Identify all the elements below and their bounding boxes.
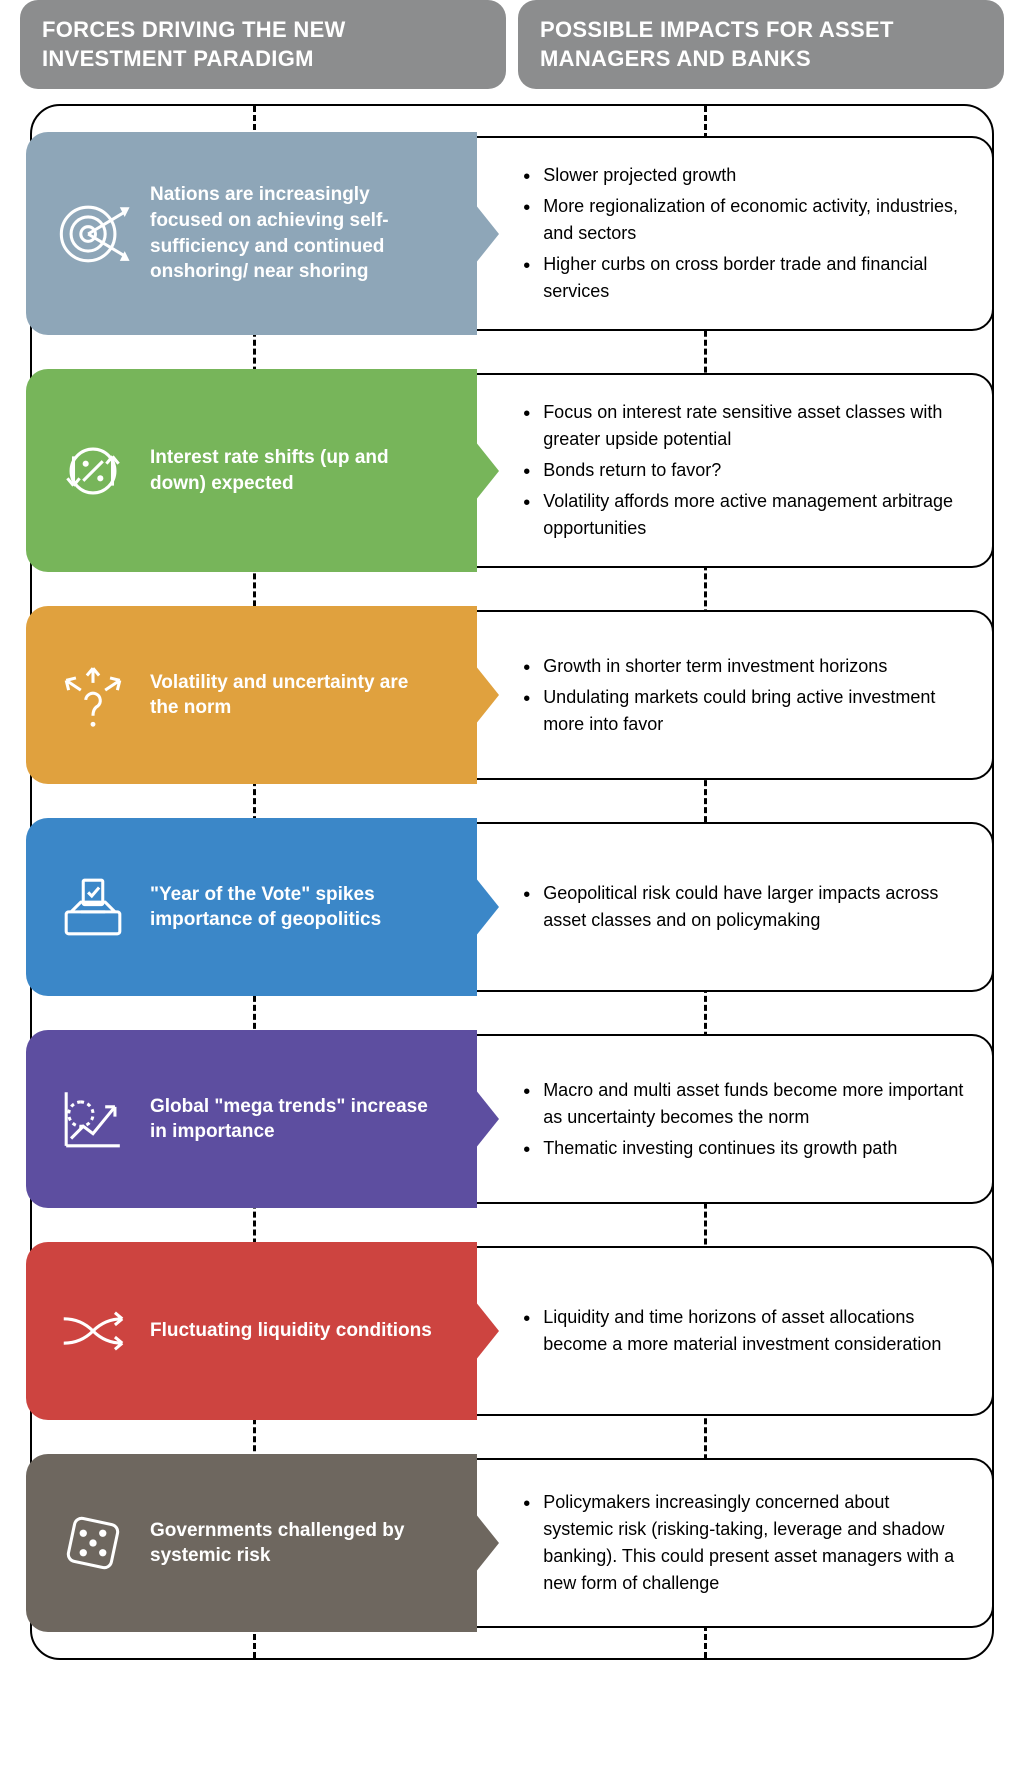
force-panel: "Year of the Vote" spikes importance of …	[26, 818, 477, 996]
impacts-list: Liquidity and time horizons of asset all…	[523, 1300, 964, 1362]
header-row: FORCES DRIVING THE NEW INVESTMENT PARADI…	[20, 0, 1004, 89]
impact-item: Volatility affords more active managemen…	[523, 488, 964, 542]
impact-item: Undulating markets could bring active in…	[523, 684, 964, 738]
force-panel: Global "mega trends" increase in importa…	[26, 1030, 477, 1208]
force-impact-row: Governments challenged by systemic risk P…	[30, 1458, 994, 1628]
impact-item: Slower projected growth	[523, 162, 964, 189]
outer-frame: Nations are increasingly focused on achi…	[30, 104, 994, 1660]
force-panel: Nations are increasingly focused on achi…	[26, 132, 477, 335]
dice-icon	[48, 1498, 138, 1588]
impacts-list: Geopolitical risk could have larger impa…	[523, 876, 964, 938]
impacts-panel: Geopolitical risk could have larger impa…	[477, 824, 992, 990]
header-right: POSSIBLE IMPACTS FOR ASSET MANAGERS AND …	[518, 0, 1004, 89]
impacts-panel: Focus on interest rate sensitive asset c…	[477, 375, 992, 566]
force-text: Nations are increasingly focused on achi…	[150, 182, 441, 285]
impact-item: Macro and multi asset funds become more …	[523, 1077, 964, 1131]
force-text: Interest rate shifts (up and down) expec…	[150, 445, 441, 496]
force-text: Volatility and uncertainty are the norm	[150, 670, 441, 721]
percent-icon	[48, 426, 138, 516]
question-arrows-icon	[48, 650, 138, 740]
force-panel: Fluctuating liquidity conditions	[26, 1242, 477, 1420]
force-text: Global "mega trends" increase in importa…	[150, 1094, 441, 1145]
impacts-list: Slower projected growth More regionalizat…	[523, 158, 964, 309]
force-text: "Year of the Vote" spikes importance of …	[150, 882, 441, 933]
impacts-list: Growth in shorter term investment horizo…	[523, 649, 964, 742]
target-icon	[48, 189, 138, 279]
impacts-panel: Policymakers increasingly concerned abou…	[477, 1460, 992, 1626]
impact-item: Geopolitical risk could have larger impa…	[523, 880, 964, 934]
ballot-icon	[48, 862, 138, 952]
infographic-container: FORCES DRIVING THE NEW INVESTMENT PARADI…	[0, 0, 1024, 1690]
force-impact-row: Nations are increasingly focused on achi…	[30, 136, 994, 331]
force-impact-row: Fluctuating liquidity conditions Liquidit…	[30, 1246, 994, 1416]
force-text: Governments challenged by systemic risk	[150, 1518, 441, 1569]
force-panel: Volatility and uncertainty are the norm	[26, 606, 477, 784]
impact-item: Focus on interest rate sensitive asset c…	[523, 399, 964, 453]
force-panel: Governments challenged by systemic risk	[26, 1454, 477, 1632]
impacts-list: Focus on interest rate sensitive asset c…	[523, 395, 964, 546]
flow-icon	[48, 1286, 138, 1376]
impact-item: Bonds return to favor?	[523, 457, 964, 484]
impact-item: Thematic investing continues its growth …	[523, 1135, 964, 1162]
force-impact-row: Volatility and uncertainty are the norm G…	[30, 610, 994, 780]
impact-item: Growth in shorter term investment horizo…	[523, 653, 964, 680]
force-panel: Interest rate shifts (up and down) expec…	[26, 369, 477, 572]
force-impact-row: Interest rate shifts (up and down) expec…	[30, 373, 994, 568]
impact-item: Liquidity and time horizons of asset all…	[523, 1304, 964, 1358]
impact-item: Higher curbs on cross border trade and f…	[523, 251, 964, 305]
trend-icon	[48, 1074, 138, 1164]
impacts-list: Macro and multi asset funds become more …	[523, 1073, 964, 1166]
impacts-panel: Liquidity and time horizons of asset all…	[477, 1248, 992, 1414]
impacts-panel: Macro and multi asset funds become more …	[477, 1036, 992, 1202]
impacts-list: Policymakers increasingly concerned abou…	[523, 1485, 964, 1601]
force-text: Fluctuating liquidity conditions	[150, 1318, 432, 1344]
impact-item: More regionalization of economic activit…	[523, 193, 964, 247]
rows-group: Nations are increasingly focused on achi…	[32, 136, 992, 1628]
force-impact-row: Global "mega trends" increase in importa…	[30, 1034, 994, 1204]
impacts-panel: Slower projected growth More regionalizat…	[477, 138, 992, 329]
impact-item: Policymakers increasingly concerned abou…	[523, 1489, 964, 1597]
force-impact-row: "Year of the Vote" spikes importance of …	[30, 822, 994, 992]
header-left: FORCES DRIVING THE NEW INVESTMENT PARADI…	[20, 0, 506, 89]
impacts-panel: Growth in shorter term investment horizo…	[477, 612, 992, 778]
